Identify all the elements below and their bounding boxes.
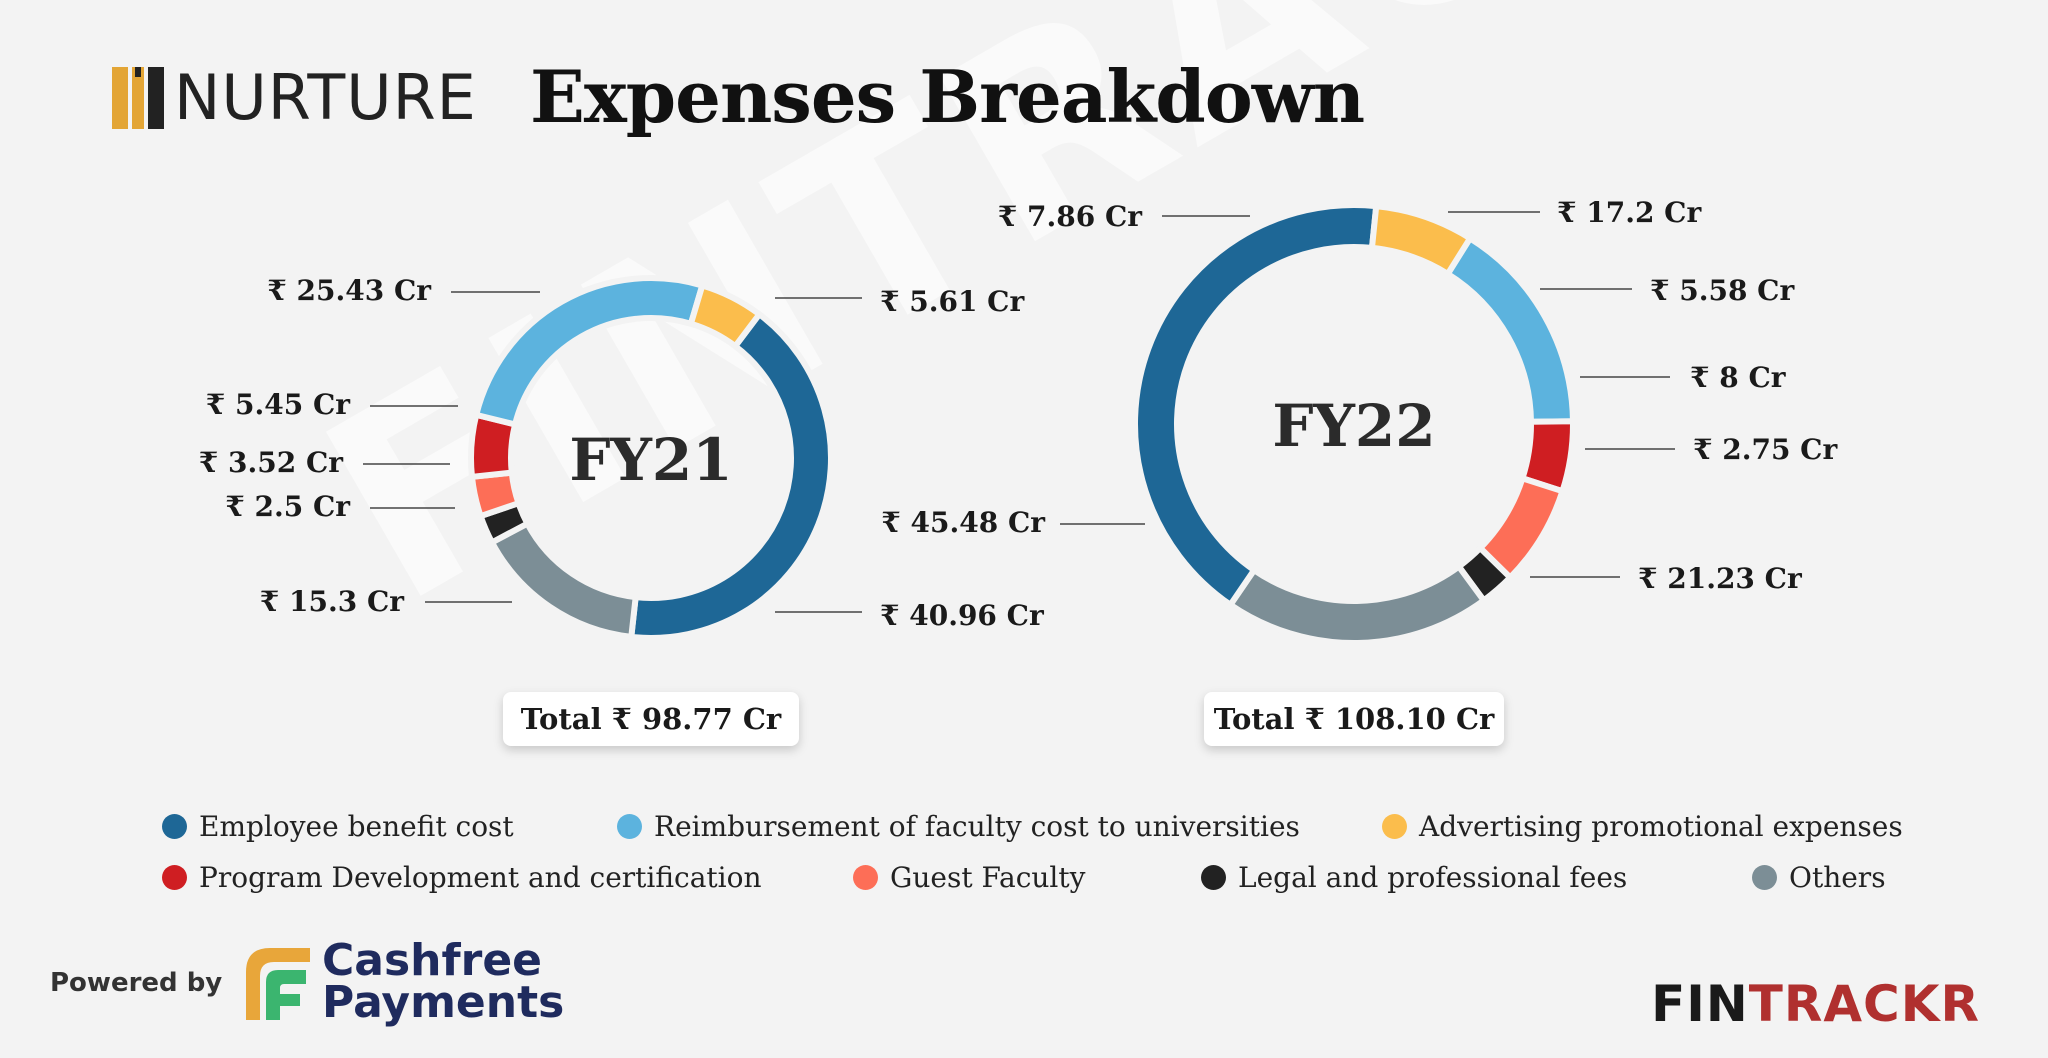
fy22-value-label-guest: ₹ 8 Cr [1690,361,1787,394]
fy22-value-label-employee: ₹ 45.48 Cr [881,506,1046,539]
powered-by-label: Powered by [50,968,223,998]
fy21-value-label-legal: ₹ 2.5 Cr [225,490,351,523]
fy22-value-label-advertising: ₹ 7.86 Cr [998,200,1143,233]
fy21-slice-reimbursement [472,275,707,429]
fintrackr-trackr: TRACKR [1748,975,1980,1033]
cashfree-wordmark: Cashfree Payments [322,935,565,1028]
fy21-center-title: FY21 [569,426,732,494]
page-title: Expenses Breakdown [530,54,1365,139]
fy21-slice-advertising [687,281,764,351]
cashfree-logo: Cashfree Payments [240,935,565,1028]
fy21-value-label-guest: ₹ 3.52 Cr [199,446,344,479]
fy22-total-box: Total ₹ 108.10 Cr [1204,692,1504,746]
fy21-value-label-employee: ₹ 40.96 Cr [880,599,1045,632]
fy21-value-label-advertising: ₹ 5.61 Cr [880,285,1025,318]
brand-name: NURTURE [174,61,477,134]
cashfree-line1: Cashfree [322,935,543,986]
fy22-value-label-reimbursement: ₹ 17.2 Cr [1557,196,1702,229]
cashfree-logo-icon [246,948,310,1020]
fy22-donut: ₹ 17.2 Cr ₹ 5.58 Cr ₹ 8 Cr ₹ 2.75 Cr ₹ 21.23… [881,196,1838,646]
fy22-center-title: FY22 [1272,392,1435,460]
fy22-value-label-others: ₹ 21.23 Cr [1638,562,1803,595]
fy21-total-label: Total ₹ 98.77 Cr [520,702,782,736]
fy21-value-label-reimbursement: ₹ 25.43 Cr [267,274,432,307]
fy22-slice-others [1226,562,1488,646]
fy22-total-label: Total ₹ 108.10 Cr [1213,702,1495,736]
brand-header: NURTURE [112,48,477,148]
fy22-slice-reimbursement [1443,234,1577,425]
cashfree-line2: Payments [322,977,565,1028]
fintrackr-logo: FINTRACKR [1651,975,1980,1033]
fy21-value-label-program: ₹ 5.45 Cr [206,388,351,421]
fy22-value-label-legal: ₹ 2.75 Cr [1693,433,1838,466]
fy21-donut: ₹ 40.96 Cr ₹ 15.3 Cr ₹ 2.5 Cr ₹ 3.52 Cr ₹ 5.… [199,274,1045,641]
fy21-slice-employee [627,310,834,641]
fintrackr-fin: FIN [1651,975,1749,1033]
fy21-slice-others [487,519,639,641]
fy22-value-label-program: ₹ 5.58 Cr [1650,274,1795,307]
fy22-slice-advertising [1368,202,1475,279]
fy21-total-box: Total ₹ 98.77 Cr [503,692,799,746]
fy21-value-label-others: ₹ 15.3 Cr [260,585,405,618]
nurture-logo-icon [112,65,168,131]
